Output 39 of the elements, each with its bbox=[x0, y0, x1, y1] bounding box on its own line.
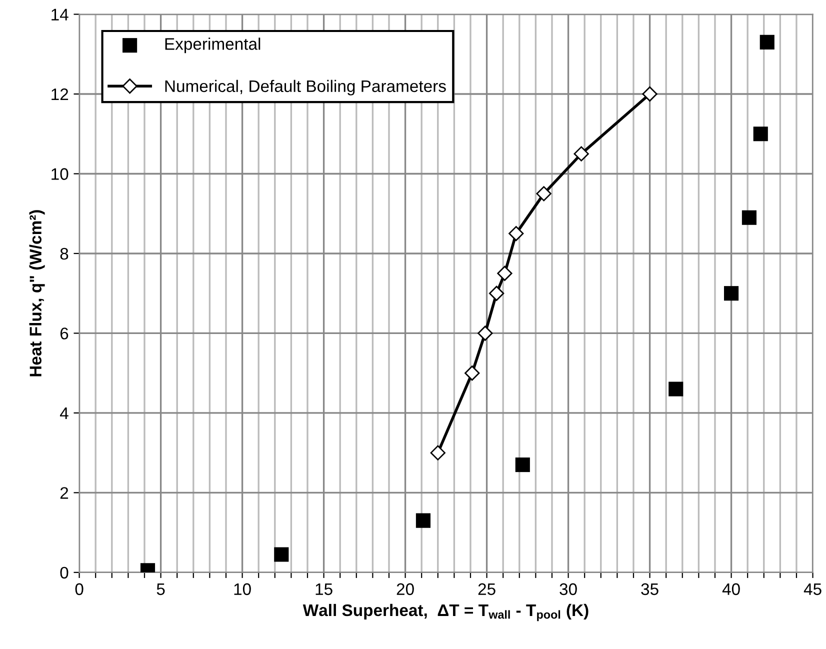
y-tick-label: 0 bbox=[60, 566, 68, 579]
point bbox=[515, 457, 530, 472]
y-tick-label: 14 bbox=[52, 8, 68, 20]
x-tick-label: 20 bbox=[396, 583, 414, 596]
y-tick-label: 8 bbox=[60, 248, 68, 260]
point bbox=[668, 382, 684, 396]
point bbox=[724, 286, 739, 301]
x-tick-label: 0 bbox=[75, 583, 84, 596]
point bbox=[464, 366, 480, 381]
y-tick-label: 4 bbox=[60, 408, 68, 419]
x-tick-label: 15 bbox=[316, 583, 332, 596]
x-tick-label: 10 bbox=[234, 583, 251, 596]
point bbox=[489, 286, 504, 301]
point bbox=[478, 326, 493, 341]
point bbox=[642, 86, 658, 102]
point bbox=[430, 445, 446, 460]
y-tick-label: 12 bbox=[52, 88, 68, 100]
x-axis-title: Wall Superheat, ΔT = T$_{wall}$ - T$_{pool}$ (K) bbox=[302, 604, 588, 622]
point bbox=[760, 34, 774, 50]
point bbox=[536, 186, 552, 202]
point bbox=[497, 266, 512, 281]
x-tick-label: 5 bbox=[156, 583, 165, 596]
x-tick-label: 40 bbox=[722, 583, 740, 596]
legend-label: Numerical, Default Boiling Parameters bbox=[165, 80, 446, 96]
x-tick-label: 45 bbox=[804, 583, 822, 596]
point bbox=[416, 513, 431, 528]
legend-label: Experimental bbox=[165, 38, 260, 54]
point bbox=[574, 146, 589, 162]
y-tick-label: 2 bbox=[60, 487, 68, 499]
x-tick-label: 25 bbox=[478, 583, 496, 596]
point bbox=[274, 547, 289, 562]
y-tick-label: 10 bbox=[52, 168, 68, 180]
point bbox=[508, 226, 524, 242]
y-axis-title: Heat Flux, q" (W/cm²) bbox=[29, 210, 45, 376]
x-tick-label: 30 bbox=[560, 583, 577, 596]
point bbox=[753, 126, 768, 142]
y-tick-label: 6 bbox=[60, 328, 68, 340]
x-tick-label: 35 bbox=[641, 583, 658, 596]
point bbox=[742, 210, 756, 225]
